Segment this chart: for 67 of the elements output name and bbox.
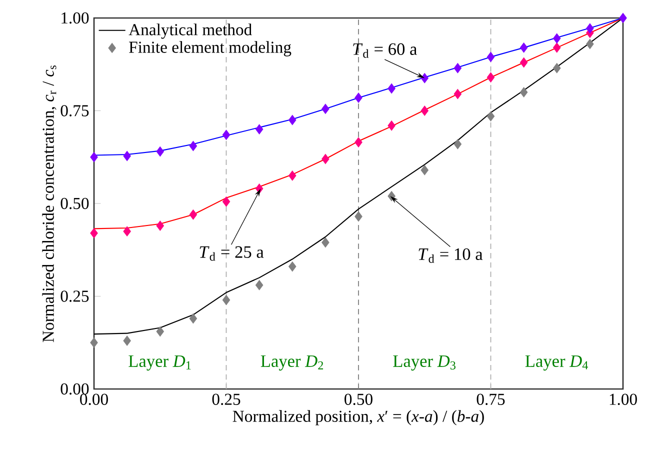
legend-label: Finite element modeling xyxy=(129,41,292,56)
point xyxy=(123,336,131,346)
point xyxy=(90,228,98,238)
point xyxy=(156,220,164,231)
point xyxy=(222,196,230,207)
point xyxy=(156,326,164,337)
x-tick-label: 0.25 xyxy=(212,394,240,406)
annotation: T$_{d}$ = 60 a xyxy=(353,43,417,58)
point xyxy=(486,52,495,62)
point xyxy=(322,104,330,114)
point xyxy=(553,42,561,53)
point xyxy=(156,146,164,157)
x-tick-label: 0.50 xyxy=(344,394,372,406)
point xyxy=(354,211,362,222)
point xyxy=(354,92,362,103)
x-tick-label: 1.00 xyxy=(610,394,637,406)
text: Normalized position, x′ = (x-a) / (b-a) xyxy=(232,410,484,426)
point xyxy=(255,124,264,134)
point xyxy=(420,106,428,116)
point xyxy=(388,83,396,94)
point xyxy=(553,33,561,44)
y-axis-title: Normalized chloride concentration, c$_{r}$ / c$_{s}$ xyxy=(42,66,56,342)
point xyxy=(322,237,330,248)
x-tick-label: 0.00 xyxy=(80,394,108,406)
y-tick-label: 0.50 xyxy=(60,198,89,210)
point xyxy=(90,152,98,162)
point xyxy=(454,63,462,74)
point xyxy=(486,72,495,82)
y-tick-label: 1.00 xyxy=(62,12,89,24)
point xyxy=(123,226,131,236)
point xyxy=(454,88,462,100)
point xyxy=(123,150,131,162)
point xyxy=(222,130,230,140)
point xyxy=(420,73,428,84)
point xyxy=(454,139,462,150)
point xyxy=(486,111,495,122)
point xyxy=(586,38,594,50)
annotation: Layer D$_{3}$ xyxy=(393,355,456,371)
point xyxy=(520,87,528,98)
point xyxy=(520,42,528,53)
point xyxy=(586,23,594,34)
point xyxy=(388,120,396,131)
point xyxy=(288,261,296,272)
point xyxy=(619,12,627,24)
annotation: Layer D$_{2}$ xyxy=(260,355,324,371)
point xyxy=(553,63,561,74)
y-tick-label: 0.25 xyxy=(60,290,89,302)
point xyxy=(420,165,428,176)
point xyxy=(222,294,230,306)
annotation: Layer D$_{1}$ xyxy=(128,355,191,371)
point xyxy=(288,114,296,126)
legend-label: Analytical method xyxy=(128,24,252,39)
y-tick-label: 0.00 xyxy=(60,383,89,395)
point xyxy=(189,210,198,220)
point xyxy=(255,280,264,290)
point xyxy=(520,57,528,68)
x-tick-label: 0.75 xyxy=(476,394,505,406)
point xyxy=(288,170,296,181)
annotation: T$_{d}$ = 10 a xyxy=(418,248,483,263)
point xyxy=(189,140,198,152)
y-tick-label: 0.75 xyxy=(60,105,89,116)
point xyxy=(189,313,198,324)
point xyxy=(90,338,98,348)
annotation: Layer D$_{4}$ xyxy=(525,355,588,371)
point xyxy=(354,137,362,148)
annotation: T$_{d}$ = 25 a xyxy=(200,246,264,261)
point xyxy=(322,154,330,164)
